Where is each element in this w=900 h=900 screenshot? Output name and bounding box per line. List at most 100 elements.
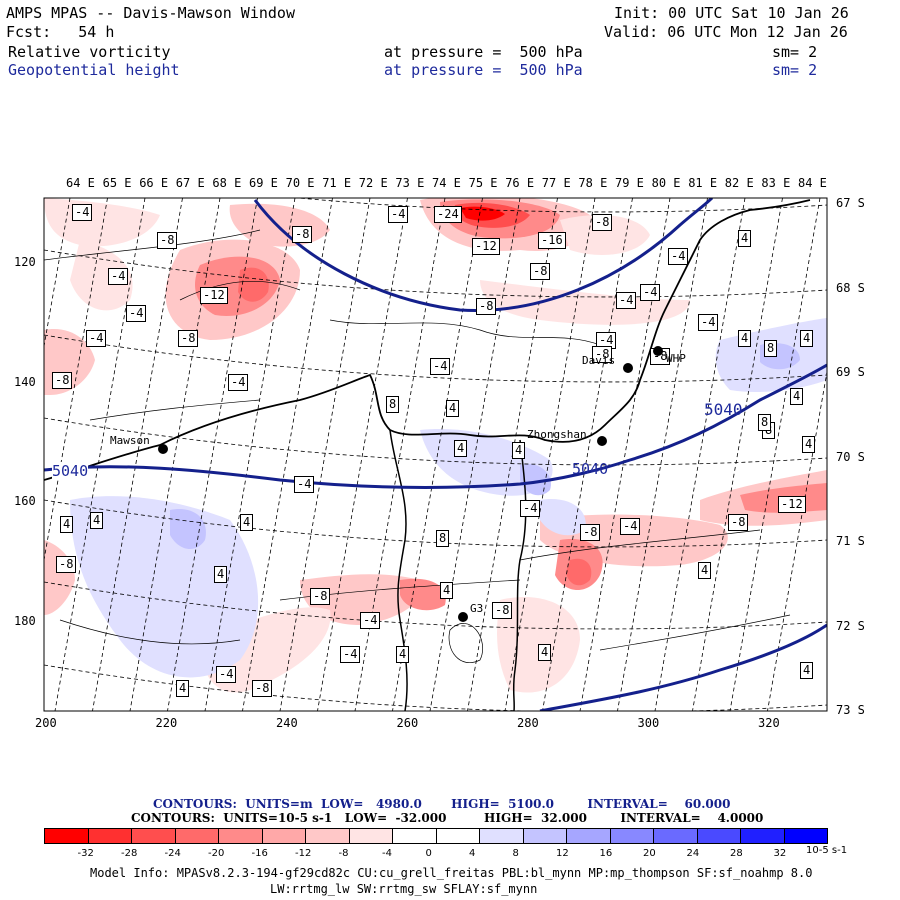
colorbar-tick: 24	[686, 848, 700, 859]
colorbar-swatch	[348, 828, 393, 844]
colorbar-tick: -16	[251, 848, 268, 859]
vorticity-contour-label: -8	[492, 602, 513, 619]
colorbar-swatch	[218, 828, 263, 844]
latitude-label: 67 S	[836, 196, 865, 210]
vorticity-contour-label: 4	[90, 512, 104, 529]
vorticity-contour-label: 4	[738, 230, 752, 247]
vorticity-contour-label: -8	[580, 524, 601, 541]
vorticity-contour-label: 8	[764, 340, 778, 357]
vorticity-contour-label: -4	[86, 330, 107, 347]
station-dot	[597, 436, 607, 446]
colorbar-tick: 4	[469, 848, 476, 859]
vorticity-contour-label: -8	[292, 226, 313, 243]
latitude-label: 73 S	[836, 703, 865, 717]
latitude-label: 70 S	[836, 449, 865, 464]
vorticity-contour-label: -8	[178, 330, 199, 347]
field2-level: at pressure = 500 hPa	[384, 61, 583, 79]
station-dot	[158, 444, 168, 454]
vorticity-contour-label: -12	[200, 287, 228, 304]
longitude-label: 67 E	[175, 176, 205, 190]
meridian-line	[129, 198, 221, 711]
colorbar-swatch	[522, 828, 567, 844]
y-tick-label: 160	[14, 494, 36, 508]
longitude-label: 79 E	[615, 176, 644, 190]
longitude-label: 80 E	[651, 176, 681, 190]
colorbar-tick: 16	[599, 848, 613, 859]
vorticity-contour-label: 4	[738, 330, 752, 347]
meridian-line	[542, 198, 633, 711]
vorticity-contour-label: -8	[157, 232, 178, 249]
vorticity-contour-label: 4	[698, 562, 712, 579]
parallel-line	[44, 417, 827, 466]
vorticity-contour-label: 8	[386, 396, 400, 413]
x-tick-label: 200	[35, 716, 57, 730]
colorbar-tick: -4	[382, 848, 392, 859]
vorticity-contour-label: -4	[72, 204, 93, 221]
station-dot	[458, 612, 468, 622]
colorbar-tick: -24	[164, 848, 181, 859]
vorticity-contour-label: -8	[530, 263, 551, 280]
colorbar-units: 10-5 s-1	[806, 845, 848, 856]
init-time: Init: 00 UTC Sat 10 Jan 26	[614, 4, 849, 22]
longitude-label: 72 E	[358, 176, 388, 190]
vorticity-contour-label: 4	[512, 442, 526, 459]
longitude-label: 76 E	[505, 176, 535, 190]
longitude-label: 77 E	[541, 176, 571, 190]
vorticity-contour-label: -4	[430, 358, 451, 375]
vorticity-contour-label: -4	[228, 374, 249, 391]
vorticity-contour-label: -4	[388, 206, 409, 223]
field1-name: Relative vorticity	[8, 43, 171, 61]
colorbar-swatch	[740, 828, 785, 844]
longitude-label: 74 E	[432, 176, 461, 190]
vorticity-contour-label: -8	[56, 556, 77, 573]
height-label: 5040	[572, 460, 609, 478]
colorbar-swatch	[392, 828, 437, 844]
vorticity-contour-label: -4	[216, 666, 237, 683]
longitude-label: 70 E	[285, 176, 315, 190]
vorticity-contour-label: -4	[668, 248, 689, 265]
station-label: G3	[470, 602, 484, 615]
colorbar-tick: 0	[425, 848, 432, 859]
vorticity-contour-label: 4	[538, 644, 552, 661]
longitude-label: 73 E	[395, 176, 425, 190]
longitude-label: 71 E	[322, 176, 352, 190]
vorticity-contour-label: 4	[790, 388, 804, 405]
colorbar-swatch	[261, 828, 306, 844]
height-contour-info: CONTOURS: UNITS=m LOW= 4980.0 HIGH= 5100…	[153, 797, 731, 811]
parallel-line	[44, 581, 827, 630]
vorticity-contour-label: 4	[800, 330, 814, 347]
colorbar-swatch	[174, 828, 219, 844]
station-label: Davis	[582, 354, 616, 367]
meridian-line	[242, 198, 333, 711]
colorbar-tick: 8	[512, 848, 519, 859]
colorbar-tick: -28	[121, 848, 138, 859]
vorticity-contour-label: 8	[758, 414, 772, 431]
forecast-hour: Fcst: 54 h	[6, 23, 115, 41]
vorticity-contour-label: -4	[108, 268, 129, 285]
vorticity-contour-label: 8	[436, 530, 450, 547]
meridian-line	[429, 198, 521, 711]
meridian-line	[392, 198, 483, 711]
meridian-line	[279, 198, 371, 711]
valid-time: Valid: 06 UTC Mon 12 Jan 26	[604, 23, 848, 41]
longitude-label: 64 E	[66, 176, 95, 190]
vorticity-contour-label: -4	[616, 292, 637, 309]
height-label: 5040	[704, 400, 743, 419]
colorbar-swatch	[44, 828, 89, 844]
latitude-label: 72 S	[836, 618, 865, 633]
x-tick-label: 300	[637, 716, 660, 730]
x-tick-label: 240	[276, 716, 298, 730]
model-info-line1: Model Info: MPASv8.2.3-194-gf29cd82c CU:…	[90, 866, 813, 880]
colorbar-tick: -32	[77, 848, 94, 859]
longitude-label: 68 E	[212, 176, 242, 190]
station-dot	[653, 346, 663, 356]
vorticity-contour-label: -4	[520, 500, 541, 517]
meridian-line	[767, 369, 827, 711]
vorticity-contour-label: 4	[214, 566, 228, 583]
negative-vorticity-shading	[44, 198, 827, 693]
field2-name: Geopotential height	[8, 61, 180, 79]
longitude-label: 78 E	[578, 176, 608, 190]
colorbar-tick: 28	[730, 848, 743, 859]
parallel-line	[44, 499, 827, 548]
